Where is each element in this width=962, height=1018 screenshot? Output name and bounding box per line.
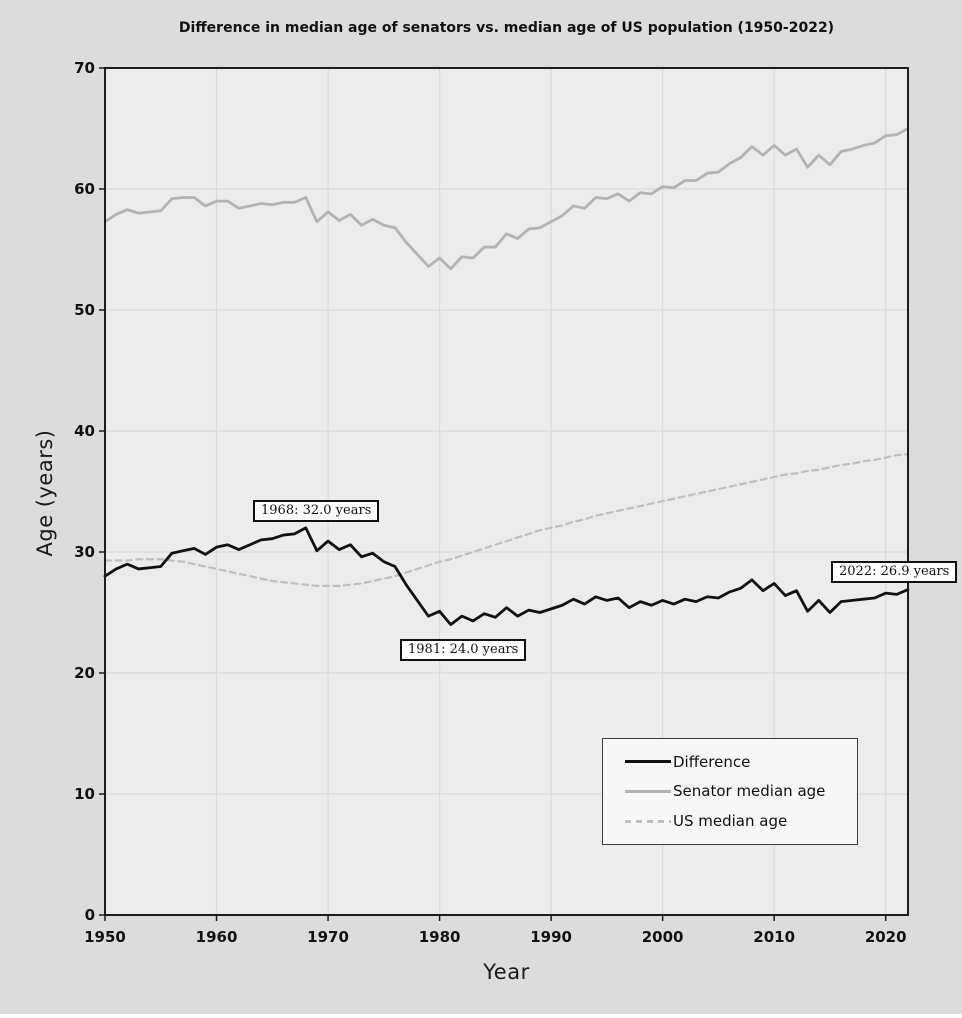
x-tick-label: 2010: [753, 928, 795, 946]
y-tick-label: 10: [74, 785, 95, 803]
legend-label: Senator median age: [673, 782, 826, 801]
x-tick-label: 1950: [84, 928, 126, 946]
x-tick-label: 1970: [307, 928, 349, 946]
line-difference: [103, 526, 910, 626]
legend-label: US median age: [673, 812, 788, 831]
y-tick-label: 40: [74, 422, 95, 440]
y-tick-label: 60: [74, 180, 95, 198]
y-tick-label: 30: [74, 543, 95, 561]
y-tick-label: 70: [74, 59, 95, 77]
legend-item-us-median-age: US median age: [625, 812, 853, 830]
us-line-swatch: [625, 819, 671, 823]
senator-line-swatch: [625, 789, 671, 793]
x-axis-label: Year: [483, 960, 530, 984]
y-axis-label: Age (years): [33, 429, 57, 557]
legend-item-difference: Difference: [625, 753, 853, 771]
x-tick-label: 1990: [530, 928, 572, 946]
legend-item-senator-median-age: Senator median age: [625, 782, 853, 800]
y-tick-label: 0: [85, 906, 95, 924]
line-us-median-age: [103, 452, 910, 587]
legend-label: Difference: [673, 752, 751, 771]
y-tick-label: 50: [74, 301, 95, 319]
line-senator-median-age: [103, 127, 910, 271]
x-tick-label: 1980: [419, 928, 461, 946]
plot-border: [104, 67, 909, 916]
bottom-strip: [0, 1014, 962, 1018]
annotation-2022: 2022: 26.9 years: [831, 561, 958, 583]
annotation-1968: 1968: 32.0 years: [253, 500, 380, 522]
x-tick-label: 2000: [642, 928, 684, 946]
chart-title: Difference in median age of senators vs.…: [178, 20, 835, 36]
x-tick-label: 1960: [196, 928, 238, 946]
annotation-1981: 1981: 24.0 years: [400, 639, 527, 661]
y-tick-label: 20: [74, 664, 95, 682]
difference-line-swatch: [625, 760, 671, 764]
x-tick-label: 2020: [865, 928, 907, 946]
legend: Difference Senator median age US median …: [602, 738, 858, 845]
